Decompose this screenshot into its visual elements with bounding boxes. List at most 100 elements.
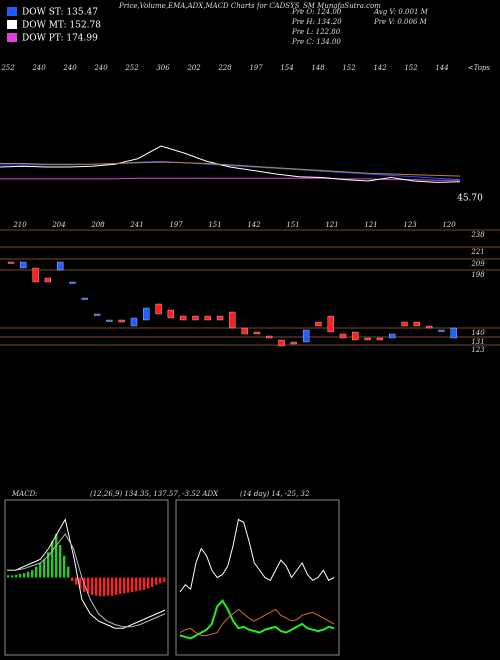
level-label: 131: [471, 338, 484, 346]
top-label: 152: [342, 64, 356, 72]
histogram-bar: [163, 577, 166, 582]
adx-frame: [175, 499, 340, 656]
histogram-bar: [15, 574, 18, 578]
adx-title: (14 day) 14, -25, 32: [240, 490, 310, 498]
candle: [143, 307, 150, 321]
histogram-bar: [35, 566, 38, 578]
candle: [130, 317, 138, 327]
histogram-bar: [107, 577, 110, 596]
histogram-bar: [11, 575, 14, 578]
candle: [413, 321, 420, 327]
candle: [155, 303, 162, 315]
histogram-bar: [103, 577, 106, 597]
histogram-bar: [155, 577, 158, 585]
candle: [180, 315, 187, 321]
bottom-label: 197: [169, 221, 183, 229]
candle: [302, 329, 310, 343]
candle: [364, 337, 371, 341]
candle: [376, 337, 384, 341]
macd-frame: [4, 499, 169, 656]
candle: [253, 331, 261, 335]
candle: [229, 311, 236, 329]
histogram-bar: [99, 577, 102, 597]
histogram-bar: [95, 577, 98, 596]
candle: [339, 333, 347, 339]
histogram-bar: [119, 577, 122, 595]
histogram-bar: [67, 566, 70, 578]
histogram-bar: [27, 571, 30, 578]
level-label: 198: [471, 271, 485, 279]
candle: [450, 327, 457, 339]
histogram-bar: [159, 577, 162, 584]
line: [179, 518, 335, 593]
top-label: 252: [124, 64, 139, 72]
candle: [327, 315, 334, 333]
histogram-bar: [123, 577, 126, 594]
level-label: 221: [470, 248, 484, 256]
top-label: 252: [0, 64, 15, 72]
candle: [266, 335, 273, 339]
top-label: 240: [31, 64, 46, 72]
histogram-bar: [147, 577, 150, 589]
candle: [7, 261, 15, 264]
candle: [425, 325, 433, 329]
bottom-label: 123: [403, 221, 417, 229]
histogram-bar: [7, 575, 10, 578]
histogram-bar: [151, 577, 154, 587]
top-label: 152: [404, 64, 418, 72]
top-label: 142: [373, 64, 387, 72]
level-label: 209: [470, 260, 485, 268]
histogram-bar: [43, 559, 46, 578]
histogram-bar: [91, 577, 94, 595]
bottom-label: 204: [51, 221, 65, 229]
line: [179, 608, 335, 636]
bottom-label: 241: [129, 221, 143, 229]
legend-label: DOW PT: 174.99: [22, 34, 98, 44]
candle: [241, 327, 248, 335]
top-label: 197: [249, 64, 263, 72]
candle: [118, 319, 125, 323]
candle: [32, 267, 39, 283]
bottom-label: 151: [208, 221, 221, 229]
line: [0, 161, 461, 177]
histogram-bar: [111, 577, 114, 596]
tops-label: <Tops: [468, 64, 491, 72]
candle: [401, 321, 408, 327]
bottom-label: 142: [247, 221, 261, 229]
histogram-bar: [75, 577, 78, 585]
level-label: 238: [470, 231, 485, 239]
candle: [167, 309, 175, 319]
histogram-bar: [47, 552, 50, 578]
histogram-bar: [71, 577, 74, 582]
histogram-bar: [59, 544, 62, 578]
candle: [192, 315, 199, 321]
histogram-bar: [23, 573, 26, 578]
bottom-label: 210: [12, 221, 27, 229]
histogram-bar: [31, 570, 34, 578]
candle: [106, 319, 113, 322]
histogram-bar: [51, 541, 54, 578]
top-label: 144: [435, 64, 448, 72]
histogram-bar: [127, 577, 130, 593]
legend-swatch: [7, 7, 17, 16]
candle: [438, 329, 445, 332]
info: Pre V: 0.006 M: [373, 18, 428, 26]
candle: [20, 261, 27, 269]
info: Pre L: 122.80: [291, 28, 341, 36]
info: Pre O: 124.00: [291, 8, 342, 16]
histogram-bar: [39, 563, 42, 578]
legend-swatch: [7, 33, 17, 42]
info: Avg V: 0.001 M: [373, 8, 429, 16]
histogram-bar: [79, 577, 82, 589]
macd-label: MACD:: [11, 490, 38, 498]
line: [7, 533, 166, 628]
candle: [278, 339, 285, 347]
histogram-bar: [115, 577, 118, 595]
annotation: 45.70: [457, 194, 483, 204]
histogram-bar: [139, 577, 142, 591]
histogram-bar: [135, 577, 138, 592]
candle: [81, 297, 88, 300]
chart-title: Price,Volume,EMA,ADX,MACD Charts for CAD…: [118, 2, 381, 10]
